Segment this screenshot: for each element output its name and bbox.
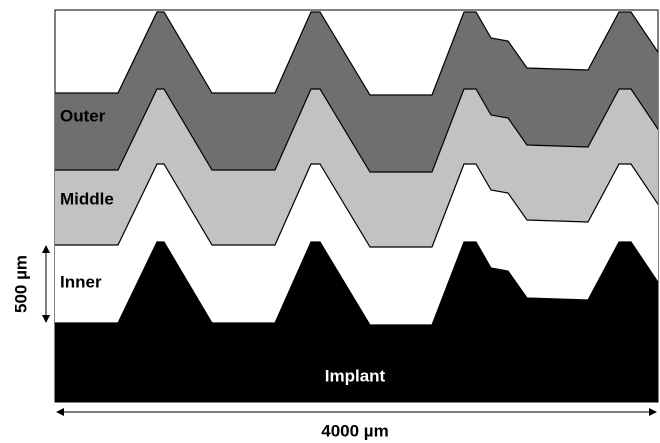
layers	[55, 11, 658, 402]
implant-label: Implant	[325, 366, 386, 385]
inner-label: Inner	[60, 272, 102, 291]
outer-label: Outer	[60, 106, 106, 125]
horizontal-scale-label: 4000 µm	[321, 421, 388, 440]
middle-label: Middle	[60, 189, 114, 208]
vertical-scale-label: 500 µm	[11, 255, 30, 313]
implant	[55, 241, 658, 402]
